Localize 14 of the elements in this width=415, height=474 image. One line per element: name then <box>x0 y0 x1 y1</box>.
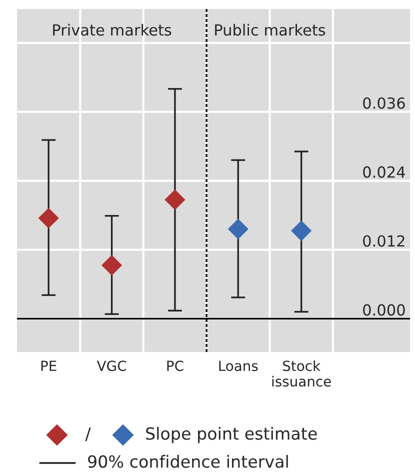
y-tick-label: 0.012 <box>363 235 404 247</box>
y-tick-label: 0.024 <box>363 166 405 178</box>
y-tick-label: 0.000 <box>363 304 405 316</box>
x-tick-label: VGC <box>96 360 126 372</box>
x-tick-label: PC <box>167 360 184 372</box>
y-tick-label: 0.036 <box>363 97 405 109</box>
text: 90% confidence interval <box>88 454 288 468</box>
x-tick-label: PE <box>41 360 56 371</box>
x-tick-label: Stock issuance <box>272 360 331 387</box>
annotation: Private markets <box>53 24 172 36</box>
text: / <box>85 427 91 442</box>
legend-label: Slope point estimate <box>146 426 317 444</box>
annotation: Public markets <box>215 24 326 36</box>
x-tick-label: Loans <box>219 360 258 372</box>
